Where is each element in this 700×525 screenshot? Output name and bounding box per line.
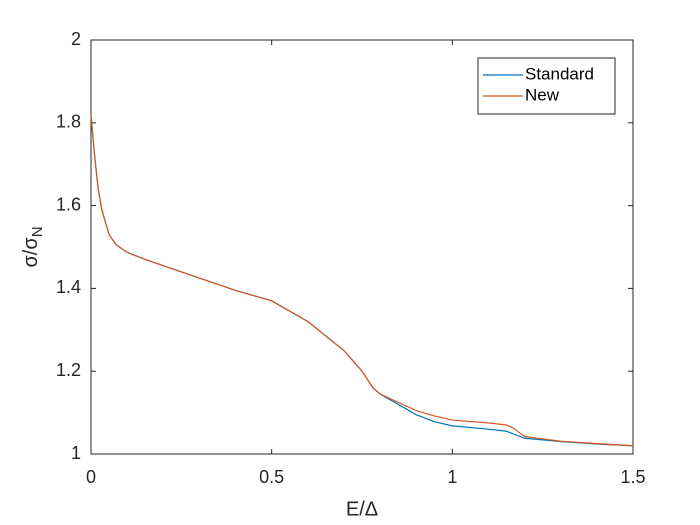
x-tick-label: 0 xyxy=(86,467,96,487)
y-label-main: σ/σ xyxy=(20,237,42,268)
x-tick-label: 1.5 xyxy=(620,467,645,487)
y-tick-label: 1.8 xyxy=(56,112,81,132)
y-axis-label: σ/σN xyxy=(20,226,46,267)
x-tick-label: 1 xyxy=(447,467,457,487)
y-tick-label: 1 xyxy=(71,443,81,463)
line-series xyxy=(90,114,634,447)
x-tick-label: 0.5 xyxy=(259,467,284,487)
legend: Standard New xyxy=(477,57,616,115)
y-tick-label: 2 xyxy=(71,29,81,49)
legend-box xyxy=(477,57,616,115)
y-tick-label: 1.6 xyxy=(56,194,81,214)
legend-label: New xyxy=(525,85,560,104)
legend-label: Standard xyxy=(525,64,594,83)
y-tick-label: 1.2 xyxy=(56,360,81,380)
y-label-sub: N xyxy=(29,226,46,237)
y-tick-label: 1.4 xyxy=(56,277,81,297)
x-axis-label: E/Δ xyxy=(346,498,378,520)
